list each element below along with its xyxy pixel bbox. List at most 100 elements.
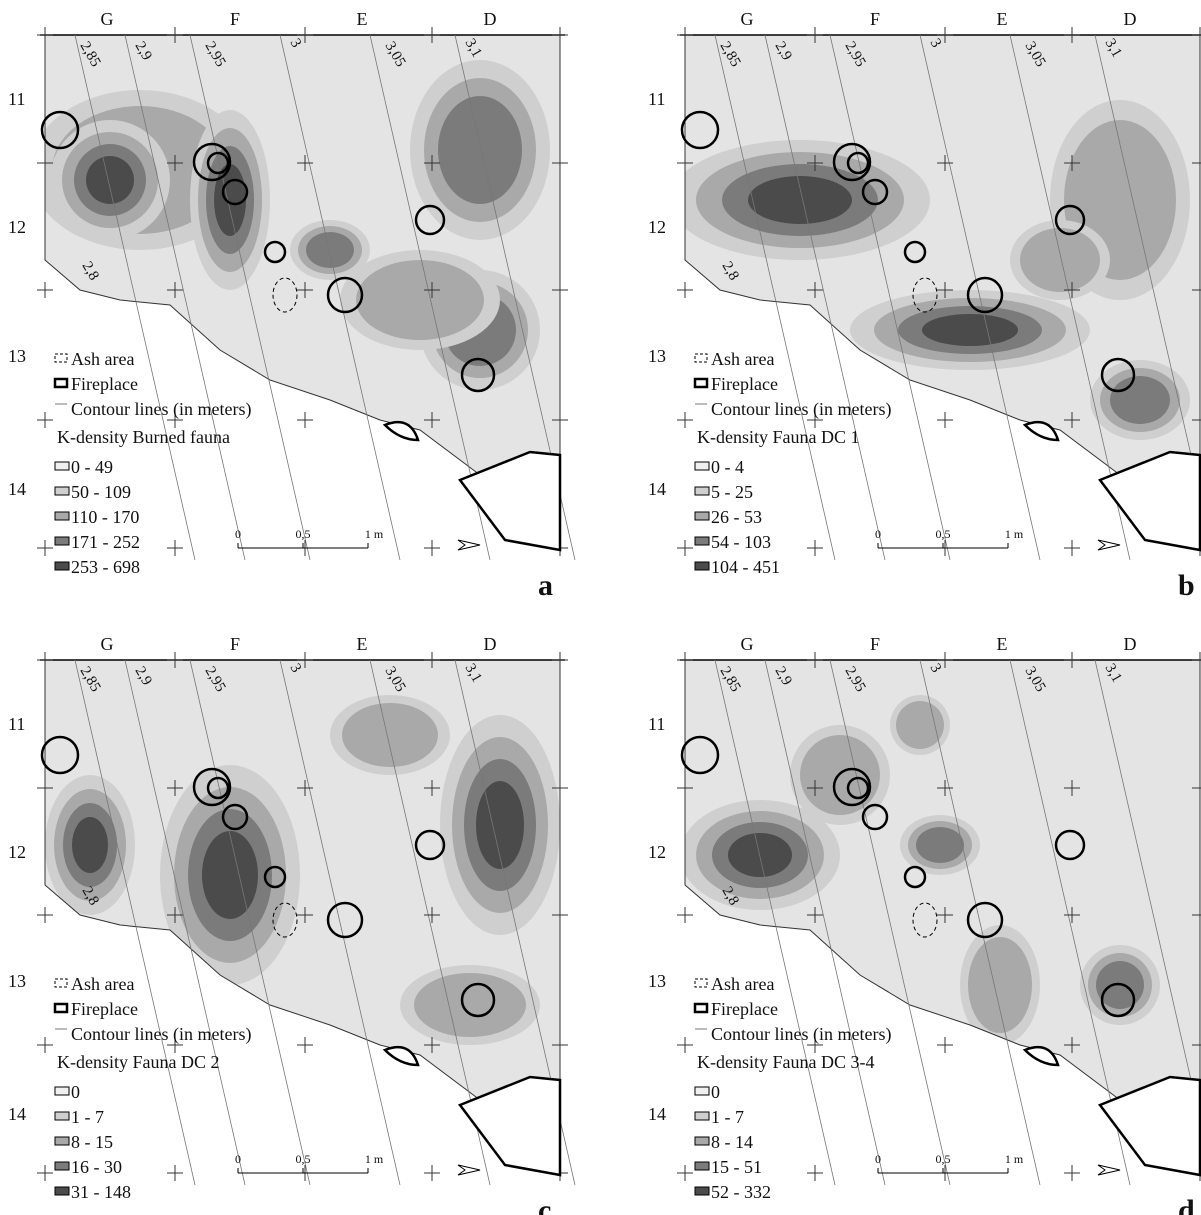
legend-label: Contour lines (in meters) <box>71 1024 251 1045</box>
north-arrow <box>1097 539 1121 551</box>
density-blob <box>342 703 438 767</box>
legend-ash-symbol <box>694 353 708 363</box>
legend-swatch <box>54 461 70 471</box>
row-label: 13 <box>8 346 26 366</box>
column-label: F <box>230 634 240 654</box>
density-blob <box>214 164 246 236</box>
legend-swatch <box>694 486 710 496</box>
row-label: 11 <box>648 89 665 109</box>
panel-letter: b <box>1178 569 1195 602</box>
contour-line <box>369 34 491 561</box>
contour-line <box>189 659 311 1186</box>
legend-swatch <box>694 461 710 471</box>
north-arrow <box>1097 1164 1121 1176</box>
column-label: D <box>1124 634 1137 654</box>
column-label: F <box>870 634 880 654</box>
legend-swatch <box>54 536 70 546</box>
scale-label: 1 m <box>1005 527 1024 541</box>
legend-label: 0 - 4 <box>711 457 744 477</box>
fireplace <box>846 151 870 175</box>
panel-letter: a <box>538 569 553 602</box>
density-layer <box>685 35 1200 520</box>
contour-line <box>1009 34 1131 561</box>
scale-label: 0 <box>235 527 241 541</box>
fireplace <box>263 865 287 889</box>
rock <box>1098 450 1201 552</box>
fireplace <box>40 110 80 150</box>
ash-area <box>272 277 298 313</box>
row-label: 12 <box>648 842 666 862</box>
fireplace <box>221 803 249 831</box>
density-blob <box>1110 376 1170 424</box>
fireplace <box>263 240 287 264</box>
legend-label: 171 - 252 <box>71 532 140 552</box>
density-blob <box>306 232 354 268</box>
density-blob <box>72 817 108 873</box>
legend-label: Fireplace <box>71 374 138 394</box>
contour-line <box>714 34 836 561</box>
fireplace <box>206 151 230 175</box>
row-label: 12 <box>648 217 666 237</box>
scale-label: 0,5 <box>296 527 311 541</box>
legend-fireplace-symbol <box>53 377 69 389</box>
row-label: 14 <box>648 1104 666 1124</box>
fireplace <box>832 142 872 182</box>
density-layer <box>45 660 560 1145</box>
contour-line <box>124 659 246 1186</box>
fireplace <box>861 803 889 831</box>
fireplace <box>1054 829 1086 861</box>
legend-swatch <box>54 1161 70 1171</box>
row-label: 13 <box>648 971 666 991</box>
legend-swatch <box>694 1111 710 1121</box>
density-blob <box>728 833 792 877</box>
density-blob <box>438 96 522 204</box>
legend-label: Ash area <box>71 974 134 994</box>
legend-label: Contour lines (in meters) <box>711 1024 891 1045</box>
column-label: E <box>997 9 1008 29</box>
fireplace <box>1022 1045 1060 1067</box>
contour-line <box>74 659 196 1186</box>
legend-title: K-density Fauna DC 1 <box>697 427 859 447</box>
legend-swatch <box>694 1186 710 1196</box>
legend-title: K-density Burned fauna <box>57 427 230 447</box>
legend-label: Ash area <box>711 974 774 994</box>
contour-line <box>124 34 246 561</box>
legend-label: 52 - 332 <box>711 1182 771 1202</box>
fireplace <box>903 865 927 889</box>
fireplace <box>1100 357 1136 393</box>
legend-label: 0 <box>71 1082 80 1102</box>
legend-swatch <box>54 1186 70 1196</box>
legend-swatch <box>54 1086 70 1096</box>
column-label: D <box>484 9 497 29</box>
contour-line <box>279 659 401 1186</box>
panel-letter: d <box>1178 1194 1195 1215</box>
fireplace <box>382 420 420 442</box>
contour-line <box>189 34 311 561</box>
fireplace <box>221 178 249 206</box>
legend-swatch <box>694 1086 710 1096</box>
legend-label: 15 - 51 <box>711 1157 762 1177</box>
fireplace <box>903 240 927 264</box>
legend-fireplace-symbol <box>693 377 709 389</box>
fireplace <box>966 901 1004 939</box>
density-blob <box>748 176 852 224</box>
legend-label: 50 - 109 <box>71 482 131 502</box>
density-blob <box>896 701 944 749</box>
legend-label: Contour lines (in meters) <box>711 399 891 420</box>
density-blob <box>86 156 134 204</box>
fireplace <box>206 776 230 800</box>
column-label: F <box>870 9 880 29</box>
legend-label: 26 - 53 <box>711 507 762 527</box>
legend-label: 0 - 49 <box>71 457 113 477</box>
column-label: G <box>101 9 114 29</box>
legend-swatch <box>54 1111 70 1121</box>
contour-line <box>829 34 951 561</box>
legend-swatch <box>54 561 70 571</box>
scale-label: 0 <box>875 527 881 541</box>
column-label: E <box>357 634 368 654</box>
row-label: 13 <box>8 971 26 991</box>
fireplace <box>1022 420 1060 442</box>
legend-title: K-density Fauna DC 2 <box>57 1052 219 1072</box>
